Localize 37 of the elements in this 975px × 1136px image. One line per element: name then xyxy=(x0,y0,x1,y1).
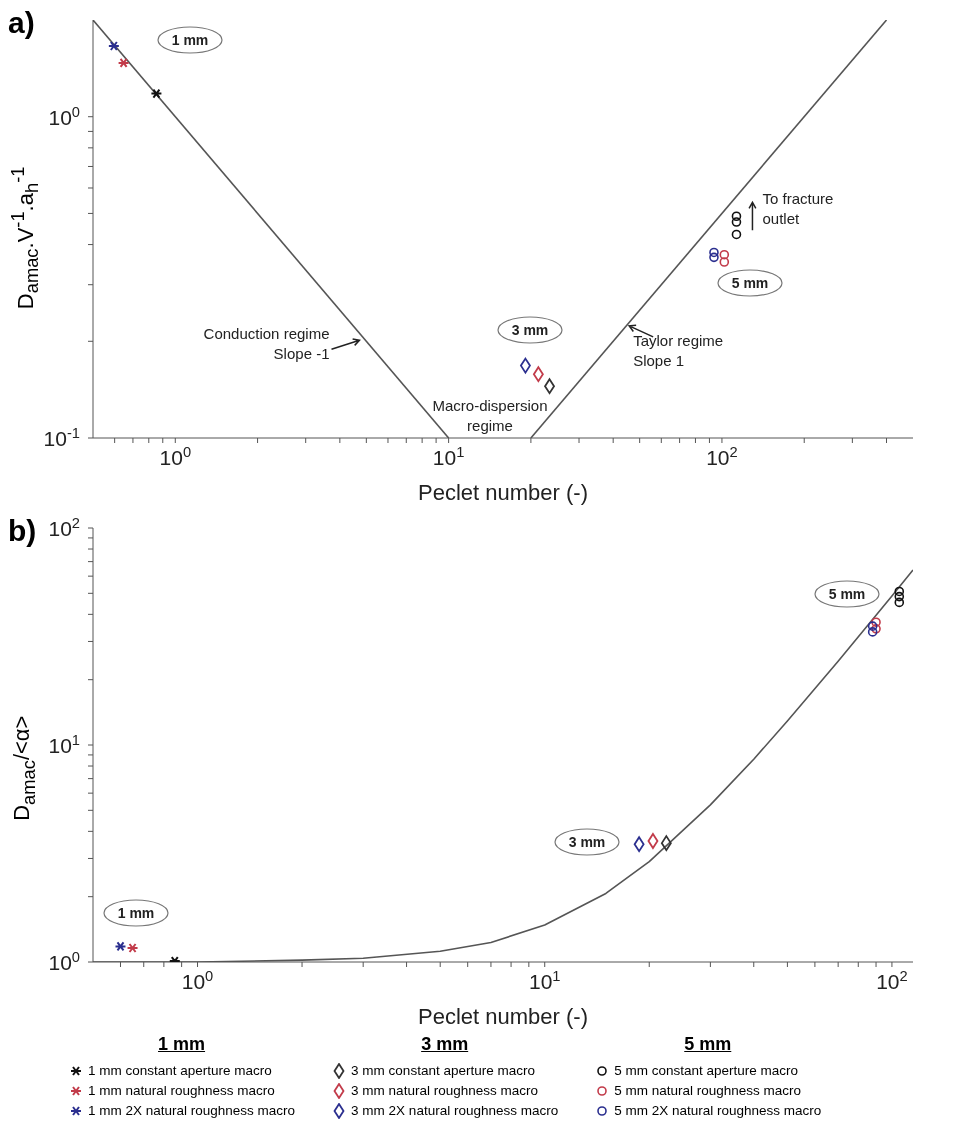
y-tick-label: 10$^{1}$ xyxy=(48,732,80,757)
annotation: Conduction regime Slope -1 xyxy=(203,324,330,362)
text: 3 mm xyxy=(420,1034,470,1055)
x-axis-title: Peclet number (-) xyxy=(418,1004,588,1029)
y-tick-label: 10$^{-1}$ xyxy=(43,425,80,450)
annotation: 3 mm xyxy=(568,833,606,850)
legend-label: 1 mm 2X natural roughness macro xyxy=(88,1102,296,1120)
x-tick-label: 10$^{2}$ xyxy=(706,444,738,469)
annotation: 1 mm xyxy=(171,31,209,48)
annotation: 1 mm xyxy=(117,904,155,921)
legend-label: 3 mm natural roughness macro xyxy=(351,1082,538,1100)
y-tick-label: 10$^{2}$ xyxy=(48,515,80,540)
legend-label: 1 mm constant aperture macro xyxy=(88,1062,272,1080)
text: 1 mm xyxy=(157,1034,207,1055)
x-tick-label: 10$^{1}$ xyxy=(432,444,465,469)
annotation: Taylor regime Slope 1 xyxy=(633,332,724,370)
annotation: 3 mm xyxy=(511,321,549,338)
legend-label: 5 mm natural roughness macro xyxy=(614,1082,802,1100)
legend-label: 3 mm 2X natural roughness macro xyxy=(351,1102,559,1120)
y-tick-label: 10$^{0}$ xyxy=(48,949,80,974)
x-tick-label: 10$^{1}$ xyxy=(528,968,561,993)
x-tick-label: 10$^{0}$ xyxy=(181,968,214,993)
annotation: 5 mm xyxy=(828,585,866,602)
x-axis-title: Peclet number (-) xyxy=(418,480,588,505)
y-tick-label: 10$^{0}$ xyxy=(48,103,80,129)
legend-label: 1 mm natural roughness macro xyxy=(88,1082,275,1100)
legend-label: 5 mm constant aperture macro xyxy=(614,1062,799,1080)
legend-label: 5 mm 2X natural roughness macro xyxy=(614,1102,822,1120)
annotation: 5 mm xyxy=(731,274,769,291)
text: 5 mm xyxy=(683,1034,733,1055)
x-tick-label: 10$^{2}$ xyxy=(876,968,908,993)
annotation: Macro-dispersion regime xyxy=(432,397,548,435)
chart-title: b) xyxy=(8,514,37,548)
chart-title: a) xyxy=(8,6,35,40)
legend-label: 3 mm constant aperture macro xyxy=(351,1062,535,1080)
x-tick-label: 10$^{0}$ xyxy=(159,444,192,469)
annotation: To fracture outlet xyxy=(762,189,834,227)
